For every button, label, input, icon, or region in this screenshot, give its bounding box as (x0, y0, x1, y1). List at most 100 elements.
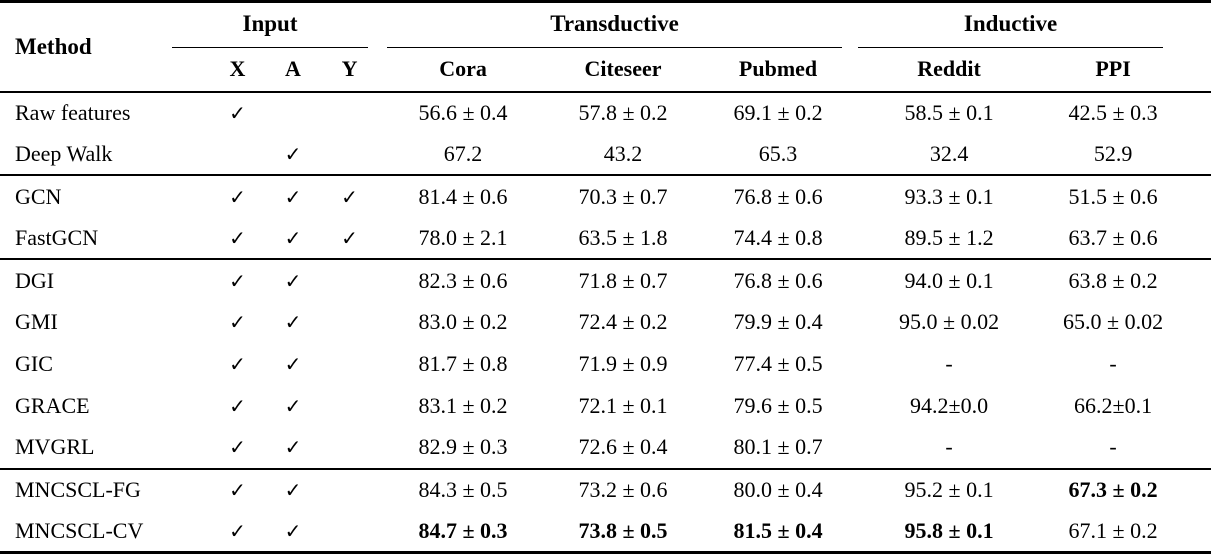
method-cell: GCN (0, 174, 210, 218)
value-cell: 83.1 ± 0.2 (418, 392, 508, 418)
table-row: Deep Walk ✓ 67.2 43.2 65.3 32.4 52.9 (0, 133, 1211, 175)
col-header-cora: Cora (378, 47, 549, 93)
check-cell: ✓ (284, 351, 302, 376)
check-cell (321, 427, 378, 469)
value-cell: 81.7 ± 0.8 (418, 350, 508, 376)
col-header-citeseer: Citeseer (548, 47, 699, 93)
value-cell: 57.8 ± 0.2 (578, 99, 668, 125)
check-cell: ✓ (229, 518, 246, 543)
method-cell: GMI (15, 308, 58, 334)
value-cell: 67.3 ± 0.2 (1040, 467, 1211, 511)
value-cell: - (1109, 434, 1117, 460)
table-row: Raw features ✓ 56.6 ± 0.4 57.8 ± 0.2 69.1 ±… (0, 92, 1211, 134)
value-cell: 79.6 ± 0.5 (733, 392, 823, 418)
check-cell: ✓ (210, 258, 265, 302)
check-cell: ✓ (229, 351, 246, 376)
check-cell: ✓ (321, 174, 379, 218)
value-cell: 82.9 ± 0.3 (418, 434, 508, 460)
value-cell: 73.8 ± 0.5 (578, 517, 668, 543)
value-cell: 69.1 ± 0.2 (733, 99, 823, 125)
check-cell: ✓ (229, 100, 246, 125)
method-cell: Raw features (15, 99, 131, 125)
value-cell: 63.5 ± 1.8 (578, 224, 668, 250)
value-cell: 82.3 ± 0.6 (378, 258, 549, 302)
value-cell: 89.5 ± 1.2 (904, 224, 994, 250)
group-label-input: Input (172, 3, 369, 48)
value-cell: 71.8 ± 0.7 (548, 258, 699, 302)
value-cell: 65.0 ± 0.02 (1063, 308, 1164, 334)
table-row: GIC ✓ ✓ 81.7 ± 0.8 71.9 ± 0.9 77.4 ± 0.5 - - (0, 343, 1211, 385)
value-cell: 43.2 (603, 140, 643, 166)
method-cell: MNCSCL-FG (0, 467, 210, 511)
value-cell: 95.2 ± 0.1 (858, 467, 1041, 511)
value-cell: 52.9 (1093, 140, 1133, 166)
value-cell: 63.7 ± 0.6 (1068, 224, 1158, 250)
check-cell: ✓ (229, 393, 246, 418)
value-cell: 76.8 ± 0.6 (698, 174, 859, 218)
value-cell: 95.0 ± 0.02 (899, 308, 1000, 334)
value-cell: 84.7 ± 0.3 (418, 517, 508, 543)
check-cell (321, 511, 378, 553)
check-cell: ✓ (284, 393, 302, 418)
check-cell: ✓ (229, 225, 246, 250)
check-cell: ✓ (210, 467, 265, 511)
value-cell: 81.4 ± 0.6 (378, 174, 549, 218)
check-cell: ✓ (284, 435, 302, 460)
check-cell (321, 385, 378, 427)
value-cell: 94.2±0.0 (910, 392, 989, 418)
value-cell: 51.5 ± 0.6 (1040, 174, 1211, 218)
group-header-row: Method Input Transductive Inductive (0, 1, 1211, 93)
value-cell: 76.8 ± 0.6 (698, 258, 859, 302)
method-cell: GIC (15, 350, 53, 376)
check-cell (321, 343, 378, 385)
value-cell: 72.6 ± 0.4 (578, 434, 668, 460)
table-row: MNCSCL-CV ✓ ✓ 84.7 ± 0.3 73.8 ± 0.5 81.5 ± 0… (0, 511, 1211, 553)
value-cell: 80.1 ± 0.7 (733, 434, 823, 460)
col-header-ppi: PPI (1040, 47, 1211, 93)
value-cell: 63.8 ± 0.2 (1040, 258, 1211, 302)
check-cell (321, 467, 379, 511)
value-cell: 72.1 ± 0.1 (578, 392, 668, 418)
column-header-row: X A Y Cora Citeseer Pubmed Reddit PPI (0, 47, 1211, 93)
check-cell (210, 133, 265, 175)
check-cell: ✓ (265, 258, 321, 302)
value-cell: 77.4 ± 0.5 (733, 350, 823, 376)
check-cell (321, 133, 378, 175)
table-row: GMI ✓ ✓ 83.0 ± 0.2 72.4 ± 0.2 79.9 ± 0.4 95.0… (0, 301, 1211, 343)
check-cell: ✓ (284, 518, 302, 543)
check-cell: ✓ (341, 225, 358, 250)
col-header-pubmed: Pubmed (698, 47, 859, 93)
check-cell (321, 258, 379, 302)
value-cell: 83.0 ± 0.2 (418, 308, 508, 334)
value-cell: 94.0 ± 0.1 (858, 258, 1041, 302)
method-cell: FastGCN (15, 224, 99, 250)
value-cell: 73.2 ± 0.6 (548, 467, 699, 511)
value-cell: 66.2±0.1 (1074, 392, 1153, 418)
check-cell: ✓ (265, 467, 321, 511)
method-cell: GRACE (15, 392, 90, 418)
method-cell: MNCSCL-CV (15, 517, 144, 543)
value-cell: - (945, 434, 953, 460)
col-header-x: X (210, 47, 265, 93)
value-cell: 95.8 ± 0.1 (904, 517, 994, 543)
table-row: GCN ✓ ✓ ✓ 81.4 ± 0.6 70.3 ± 0.7 76.8 ± 0.6 93.… (0, 174, 1211, 218)
group-label-inductive: Inductive (858, 3, 1164, 48)
group-header-inductive: Inductive (858, 2, 1211, 48)
check-cell (265, 92, 321, 134)
check-cell: ✓ (210, 174, 265, 218)
value-cell: 56.6 ± 0.4 (418, 99, 508, 125)
value-cell: 71.9 ± 0.9 (578, 350, 668, 376)
value-cell: - (1109, 350, 1117, 376)
table-body: Raw features ✓ 56.6 ± 0.4 57.8 ± 0.2 69.1 ±… (0, 92, 1211, 553)
value-cell: 81.5 ± 0.4 (733, 517, 823, 543)
check-cell: ✓ (229, 309, 246, 334)
value-cell: 32.4 (929, 140, 969, 166)
table-row: GRACE ✓ ✓ 83.1 ± 0.2 72.1 ± 0.1 79.6 ± 0.5 94… (0, 385, 1211, 427)
value-cell: - (945, 350, 953, 376)
value-cell: 42.5 ± 0.3 (1068, 99, 1158, 125)
table-row: DGI ✓ ✓ 82.3 ± 0.6 71.8 ± 0.7 76.8 ± 0.6 94.0… (0, 258, 1211, 302)
check-cell (321, 92, 378, 134)
value-cell: 67.1 ± 0.2 (1068, 517, 1158, 543)
check-cell: ✓ (265, 174, 321, 218)
